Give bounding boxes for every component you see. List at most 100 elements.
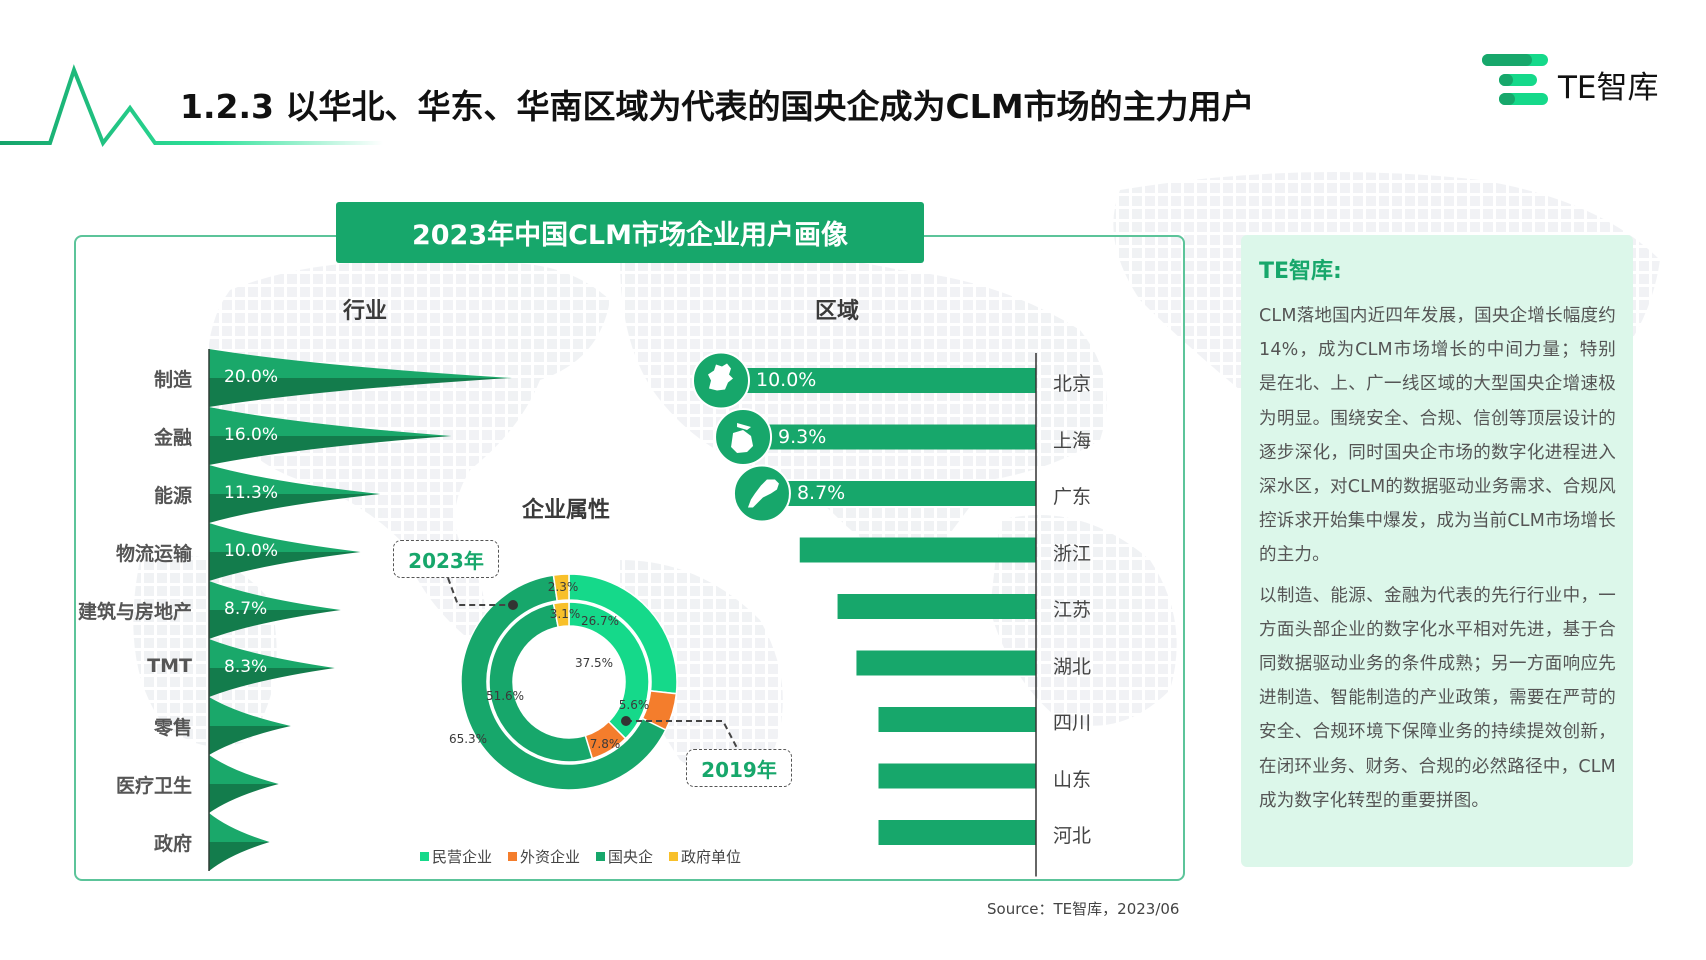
region-label: 湖北	[1053, 655, 1092, 678]
region-chart	[692, 351, 1037, 877]
callout-2023: 2023年	[393, 540, 499, 578]
industry-spike-lower	[209, 436, 452, 465]
region-bar	[878, 763, 1036, 789]
donut-value-label: 5.6%	[618, 698, 650, 712]
industry-spike	[209, 755, 279, 813]
region-label: 上海	[1053, 429, 1092, 452]
industry-spike	[209, 697, 291, 755]
donut-value-label: 37.5%	[574, 656, 614, 670]
legend-item: 民营企业	[420, 846, 492, 867]
province-shape	[708, 363, 733, 391]
region-bar	[761, 481, 1036, 506]
industry-heading: 行业	[343, 299, 388, 324]
industry-value-label: 10.0%	[224, 541, 279, 561]
industry-spike	[209, 349, 512, 407]
industry-label: 政府	[153, 833, 192, 855]
industry-label: 零售	[153, 717, 192, 739]
donut-slice-inner	[552, 601, 570, 628]
source-note: Source：TE智库，2023/06	[987, 900, 1180, 918]
donut-value-label: 2.3%	[547, 580, 579, 594]
industry-spike-lower	[209, 610, 341, 639]
region-label: 江苏	[1053, 599, 1092, 621]
enterprise-type-heading: 企业属性	[522, 498, 611, 523]
region-value-label: 8.7%	[796, 482, 846, 504]
donut-value-label: 65.3%	[448, 732, 488, 746]
legend-label: 政府单位	[681, 848, 742, 866]
legend-item: 外资企业	[508, 846, 580, 867]
industry-spike-upper	[209, 697, 291, 726]
industry-spike	[209, 523, 361, 581]
industry-label: 物流运输	[115, 543, 192, 565]
donut-legend: 民营企业 外资企业 国央企 政府单位	[420, 846, 741, 867]
industry-spike-upper	[209, 581, 341, 610]
page-title: 1.2.3 以华北、华东、华南区域为代表的国央企成为CLM市场的主力用户	[180, 87, 1255, 126]
industry-spike	[209, 639, 335, 697]
industry-label: 医疗卫生	[115, 775, 192, 797]
beijing-map-icon	[692, 351, 750, 410]
region-bar	[878, 707, 1036, 732]
industry-spike-lower	[209, 668, 335, 697]
region-bar	[799, 537, 1036, 563]
donut-slice-inner	[488, 602, 594, 763]
industry-spike	[209, 407, 452, 465]
region-bar	[837, 594, 1036, 619]
donut-value-label: 51.6%	[485, 689, 525, 703]
donut-value-label: 26.7%	[580, 614, 620, 628]
te-logo-icon	[1482, 54, 1548, 105]
region-label: 山东	[1053, 768, 1092, 791]
region-label: 四川	[1053, 712, 1092, 734]
panel-paragraph: 以制造、能源、金融为代表的先行行业中，一方面头部企业的数字化水平相对先进，基于合…	[1259, 585, 1616, 811]
province-shape	[731, 423, 754, 453]
legend-swatch-soe	[596, 852, 606, 861]
region-bar	[856, 650, 1036, 676]
industry-label: TMT	[147, 655, 192, 677]
industry-spike-upper	[209, 639, 335, 668]
industry-chart	[208, 349, 512, 871]
industry-spike-upper	[209, 755, 279, 784]
industry-spike	[209, 813, 270, 871]
industry-value-label: 20.0%	[224, 367, 279, 387]
region-label: 浙江	[1053, 542, 1092, 565]
industry-label: 金融	[153, 427, 192, 449]
callout-2023-leader	[447, 577, 513, 606]
insight-panel: TE智库: CLM落地国内近四年发展，国央企增长幅度约14%，成为CLM市场增长…	[1241, 235, 1633, 867]
card-banner-title: 2023年中国CLM市场企业用户画像	[336, 202, 924, 263]
region-bar	[743, 424, 1036, 450]
region-heading: 区域	[815, 299, 860, 324]
region-label: 河北	[1053, 825, 1092, 847]
industry-spike-upper	[209, 813, 270, 842]
callout-2019: 2019年	[686, 749, 792, 787]
industry-spike-upper	[209, 465, 381, 494]
province-shape	[747, 479, 779, 508]
callout-2019-leader	[626, 720, 738, 749]
region-value-label: 9.3%	[778, 425, 827, 448]
legend-label: 民营企业	[432, 848, 493, 866]
region-bar	[721, 368, 1036, 393]
enterprise-donut-chart	[460, 573, 678, 791]
panel-paragraph: CLM落地国内近四年发展，国央企增长幅度约14%，成为CLM市场增长的中间力量；…	[1259, 306, 1616, 566]
legend-item: 国央企	[596, 846, 653, 867]
industry-label: 能源	[153, 485, 192, 507]
legend-swatch-private	[420, 852, 429, 861]
header-pulse-line	[0, 64, 383, 148]
industry-spike-upper	[209, 407, 452, 436]
callout-leaders	[447, 577, 738, 749]
industry-value-label: 11.3%	[224, 483, 279, 503]
callout-2019-dot	[621, 716, 631, 726]
industry-spike-lower	[209, 842, 270, 871]
industry-spike-lower	[209, 494, 381, 523]
industry-spike	[209, 465, 381, 523]
legend-swatch-government	[669, 852, 679, 861]
region-label: 广东	[1053, 486, 1092, 508]
industry-spike-lower	[209, 726, 291, 755]
guangdong-map-icon	[732, 464, 791, 523]
logo-text: TE智库	[1558, 70, 1659, 106]
industry-label: 制造	[153, 369, 192, 391]
region-bar	[878, 820, 1036, 845]
industry-spike-upper	[209, 523, 361, 552]
region-value-label: 10.0%	[756, 369, 817, 391]
legend-item: 政府单位	[669, 846, 741, 867]
region-label: 北京	[1053, 373, 1092, 395]
industry-spike	[209, 581, 341, 639]
